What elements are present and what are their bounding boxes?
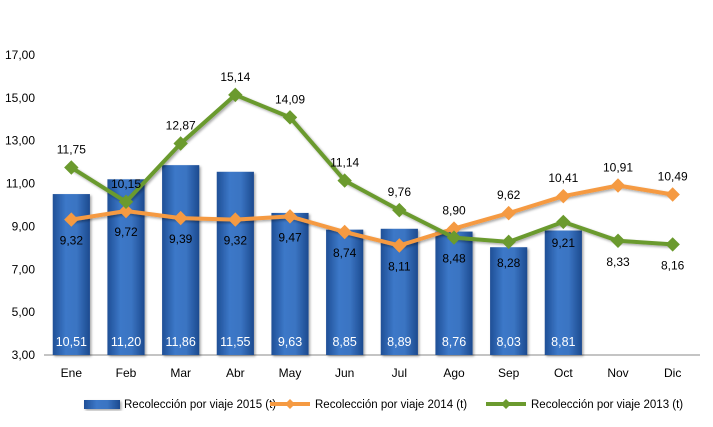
- series-marker: [610, 233, 626, 248]
- x-tick-label: Ene: [61, 366, 83, 380]
- x-tick-label: Mar: [170, 366, 191, 380]
- series-line: [70, 92, 673, 247]
- series-marker: [282, 110, 298, 125]
- series-marker: [173, 136, 188, 151]
- data-label: 11,75: [57, 143, 86, 157]
- legend: Recolección por viaje 2015 (t) Recolecció…: [84, 399, 683, 411]
- data-label: 8,16: [661, 258, 685, 272]
- data-label: 9,76: [388, 185, 412, 199]
- series-line: [70, 183, 674, 248]
- legend-label: Recolección por viaje 2013 (t): [531, 399, 683, 411]
- data-label: 9,47: [278, 230, 302, 244]
- y-tick-label: 9,00: [12, 219, 36, 233]
- series-marker: [446, 230, 462, 245]
- x-tick-label: Jul: [392, 366, 407, 380]
- x-tick-label: Abr: [226, 366, 245, 380]
- x-tick-label: Sep: [498, 366, 520, 380]
- series-marker: [556, 214, 571, 230]
- data-label: 9,32: [224, 234, 248, 248]
- bar: [162, 165, 200, 355]
- data-label: 8,28: [497, 256, 521, 270]
- bar-value-label: 8,76: [442, 335, 466, 349]
- series-marker: [228, 212, 243, 227]
- bar-value-label: 8,81: [551, 335, 575, 349]
- data-label: 8,11: [388, 260, 411, 274]
- series-marker: [282, 209, 298, 224]
- bar: [544, 230, 582, 355]
- data-label: 10,41: [548, 171, 578, 185]
- bar: [216, 171, 254, 355]
- legend-swatch-marker: [501, 399, 511, 409]
- series-marker: [173, 210, 188, 226]
- y-tick-label: 3,00: [12, 348, 36, 362]
- label-layer: 10,51 11,20 11,86 11,55 9,63 8,85 8,89 8,76 8,03…: [56, 70, 688, 349]
- series-marker: [118, 194, 134, 209]
- x-tick-label: Jun: [335, 366, 354, 380]
- bar: [490, 247, 528, 355]
- bar-value-label: 11,55: [220, 335, 250, 349]
- x-tick-label: Nov: [607, 366, 628, 380]
- data-label: 8,74: [333, 246, 357, 260]
- data-label: 9,72: [114, 225, 138, 239]
- x-tick-label: Feb: [116, 366, 137, 380]
- series-marker: [556, 189, 571, 204]
- series-marker: [392, 202, 407, 218]
- bar-value-label: 11,20: [111, 335, 141, 349]
- legend-swatch-marker: [285, 399, 295, 409]
- series-marker: [501, 205, 516, 221]
- series-marker: [337, 224, 352, 240]
- y-tick-label: 7,00: [12, 262, 36, 276]
- axis-layer: 3,00 5,00 7,00 9,00 11,00 13,00 15,00 17,00 Ene F…: [5, 48, 700, 380]
- series-marker: [64, 212, 79, 227]
- legend-label: Recolección por viaje 2014 (t): [315, 399, 467, 411]
- series-marker: [610, 178, 626, 193]
- y-tick-label: 5,00: [12, 305, 36, 319]
- y-tick-label: 17,00: [5, 48, 35, 62]
- line-layer: [64, 87, 680, 253]
- x-tick-label: Dic: [664, 366, 681, 380]
- series-marker: [337, 173, 352, 188]
- legend-swatch-bar: [84, 400, 120, 409]
- data-label: 14,09: [275, 92, 305, 106]
- bar-value-label: 11,86: [165, 335, 195, 349]
- series-marker: [392, 238, 407, 253]
- series-marker: [118, 203, 134, 219]
- data-label: 8,33: [606, 255, 630, 269]
- data-label: 10,49: [658, 170, 688, 184]
- bar-value-label: 8,89: [387, 335, 411, 349]
- bar-layer: [52, 165, 582, 355]
- data-label: 10,91: [603, 161, 633, 175]
- data-label: 9,21: [552, 236, 576, 250]
- data-label: 9,32: [60, 234, 84, 248]
- bar-value-label: 9,63: [278, 335, 302, 349]
- data-label: 11,14: [330, 156, 359, 170]
- data-label: 15,14: [220, 70, 250, 84]
- series-marker: [665, 187, 680, 202]
- x-tick-label: Oct: [554, 366, 573, 380]
- bar-value-label: 8,03: [496, 335, 520, 349]
- bar: [326, 229, 364, 355]
- series-marker: [64, 160, 79, 175]
- y-tick-label: 15,00: [5, 91, 35, 105]
- legend-label: Recolección por viaje 2015 (t): [124, 399, 276, 411]
- series-marker: [501, 234, 516, 250]
- bar-value-label: 8,85: [332, 335, 356, 349]
- data-label: 10,15: [111, 177, 141, 191]
- data-label: 12,87: [166, 119, 196, 133]
- x-tick-label: Ago: [443, 366, 465, 380]
- data-label: 9,62: [497, 188, 521, 202]
- bar-value-label: 10,51: [56, 335, 87, 349]
- data-label: 9,39: [169, 232, 193, 246]
- data-label: 8,48: [442, 252, 466, 266]
- bar: [271, 212, 309, 355]
- bar: [435, 231, 473, 355]
- y-tick-label: 13,00: [5, 134, 35, 148]
- x-tick-label: May: [279, 366, 302, 380]
- series-marker: [665, 237, 680, 252]
- series-marker: [228, 87, 243, 103]
- data-label: 8,90: [442, 204, 466, 218]
- y-tick-label: 11,00: [6, 177, 35, 191]
